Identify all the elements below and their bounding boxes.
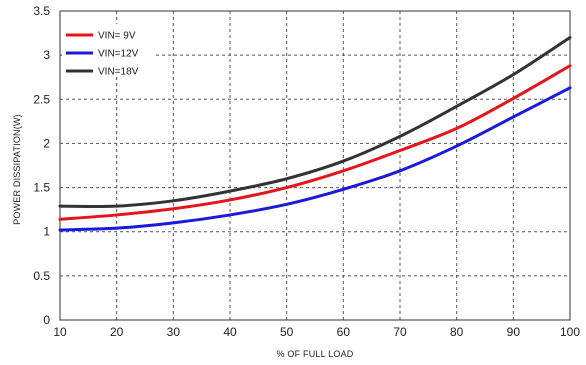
plot-frame — [59, 10, 571, 321]
series-line-1 — [58, 86, 572, 232]
legend-label: VIN=12V — [98, 49, 139, 60]
series-line-0 — [58, 64, 572, 221]
legend-background — [62, 24, 156, 77]
legend-label: VIN= 9V — [98, 31, 136, 42]
y-tick-label: 1 — [43, 225, 50, 239]
legend-label: VIN=18V — [98, 67, 139, 78]
y-axis-ticks: 0 0.5 1 1.5 2 2.5 3 3.5 — [33, 4, 50, 327]
x-tick-label: 90 — [507, 325, 521, 339]
legend: VIN= 9V VIN=12V VIN=18V — [62, 24, 156, 78]
y-tick-label: 0.5 — [33, 269, 50, 283]
y-tick-label: 3 — [43, 48, 50, 62]
x-tick-label: 80 — [450, 325, 464, 339]
x-tick-label: 100 — [560, 325, 580, 339]
series-lines — [58, 35, 572, 232]
x-tick-label: 30 — [167, 325, 181, 339]
x-tick-label: 10 — [53, 325, 67, 339]
x-tick-label: 20 — [110, 325, 124, 339]
x-tick-label: 50 — [280, 325, 294, 339]
x-tick-label: 70 — [393, 325, 407, 339]
x-tick-label: 60 — [337, 325, 351, 339]
x-axis-ticks: 10 20 30 40 50 60 70 80 90 100 — [53, 325, 580, 339]
x-tick-label: 40 — [223, 325, 237, 339]
y-tick-label: 1.5 — [33, 181, 50, 195]
y-tick-label: 3.5 — [33, 4, 50, 18]
y-axis-title: POWER DISSIPATION(W) — [12, 114, 22, 225]
y-tick-label: 2.5 — [33, 92, 50, 106]
y-tick-label: 0 — [43, 313, 50, 327]
y-tick-label: 2 — [43, 136, 50, 150]
series-line-2 — [58, 35, 572, 208]
x-axis-title: % OF FULL LOAD — [277, 349, 354, 359]
